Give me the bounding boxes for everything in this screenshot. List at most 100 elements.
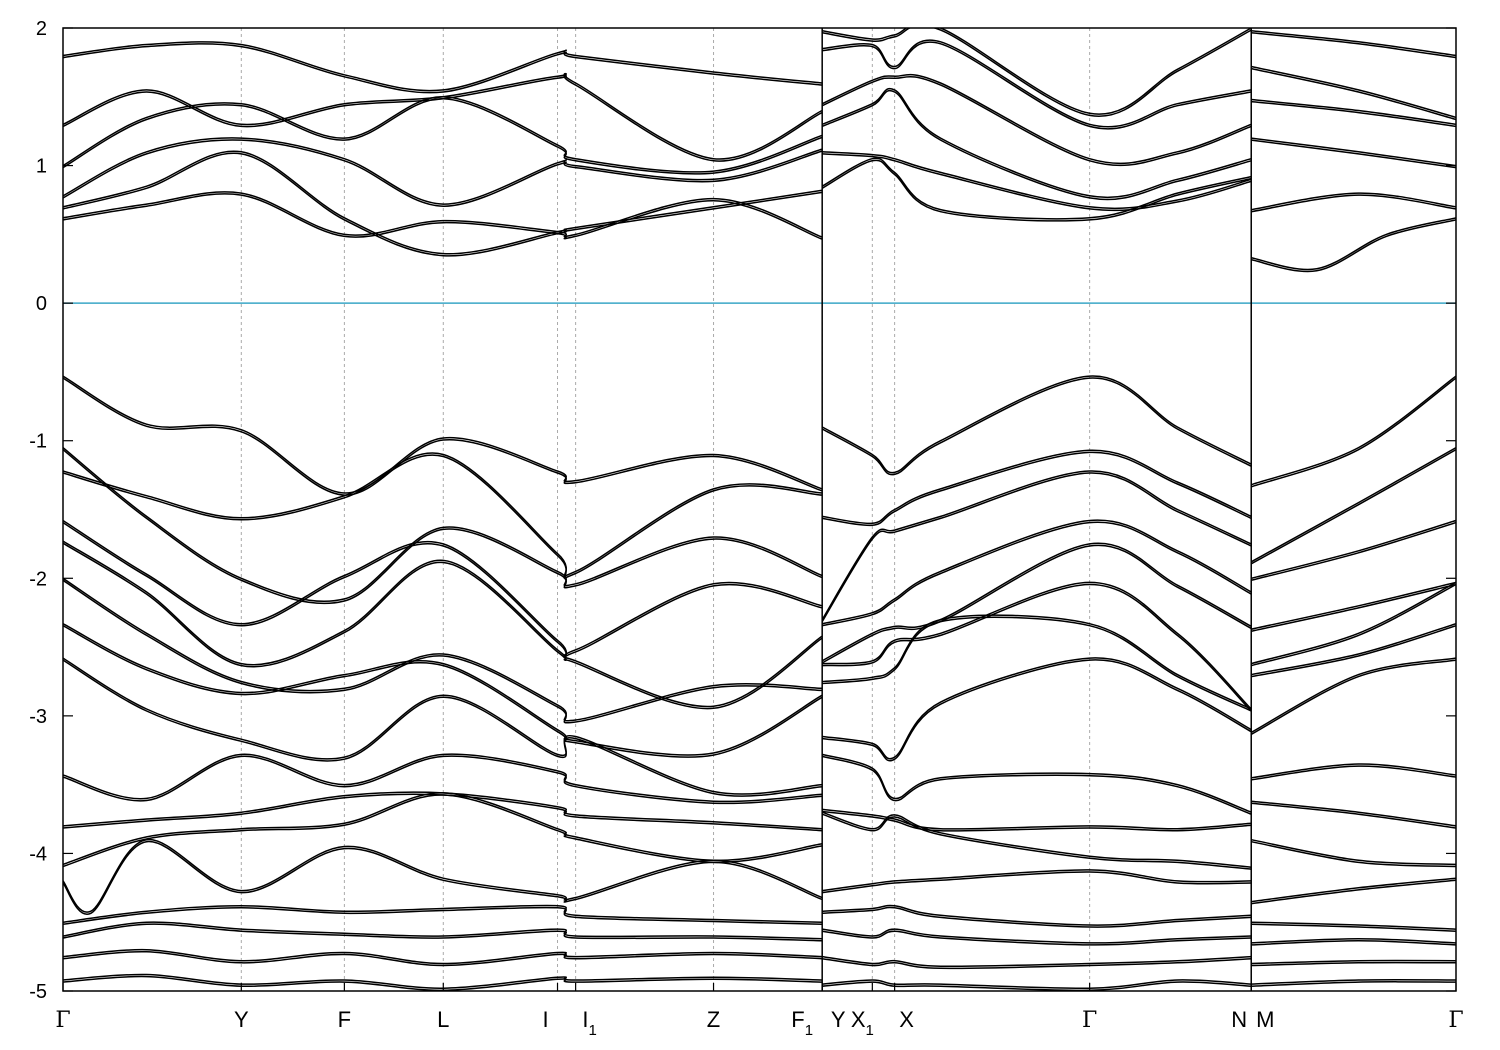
k-point-label: Z: [707, 1007, 720, 1032]
k-point-label: I1: [582, 1007, 596, 1039]
band-line-twin: [1251, 583, 1456, 633]
band-line: [822, 28, 1252, 115]
y-tick-label: -2: [29, 568, 47, 590]
band-line-twin: [822, 957, 1252, 970]
band-line-twin: [821, 544, 1252, 664]
band-line-twin: [63, 139, 823, 207]
band-line: [63, 904, 823, 923]
band-line: [63, 838, 823, 913]
band-line-twin: [63, 454, 823, 579]
band-line: [63, 623, 823, 756]
band-line: [1251, 192, 1456, 211]
plot-border: [62, 27, 1457, 992]
band-line: [821, 811, 1252, 868]
k-point-label: F1: [791, 1007, 813, 1039]
y-tick-label: 0: [36, 293, 47, 315]
band-line-twin: [822, 153, 1252, 212]
band-line: [822, 657, 1252, 760]
band-line: [63, 577, 823, 722]
band-line-twin: [63, 906, 823, 926]
band-line-twin: [63, 840, 823, 915]
band-line: [63, 792, 823, 866]
high-symmetry-gridlines: [240, 28, 1252, 991]
band-line: [821, 87, 1252, 199]
band-line: [63, 150, 823, 255]
band-line: [821, 470, 1252, 620]
band-line-twin: [822, 810, 1252, 832]
band-line-twin: [1251, 521, 1456, 582]
band-line-twin: [1250, 377, 1456, 488]
band-line-twin: [822, 981, 1252, 991]
band-line-twin: [822, 41, 1252, 130]
band-line: [1251, 838, 1456, 866]
band-line-twin: [1251, 802, 1456, 829]
y-tick-label: 2: [36, 18, 47, 40]
band-line: [63, 137, 823, 205]
band-line-twin: [1250, 583, 1456, 667]
band-line: [63, 657, 823, 795]
band-line: [1250, 446, 1456, 563]
band-line-twin: [821, 813, 1252, 870]
band-line-twin: [63, 542, 823, 710]
band-line: [1250, 657, 1456, 734]
band-line: [822, 581, 1252, 710]
y-tick-label: 1: [36, 156, 47, 178]
band-line-twin: [1251, 923, 1456, 932]
k-point-label: F: [338, 1007, 351, 1032]
band-line-twin: [821, 159, 1252, 222]
band-line: [63, 519, 823, 657]
band-line-twin: [63, 793, 823, 832]
band-line: [63, 447, 823, 603]
k-point-label: X: [899, 1007, 914, 1032]
band-line-twin: [821, 377, 1252, 476]
band-line: [63, 191, 823, 238]
band-line-twin: [63, 659, 823, 797]
band-line-twin: [821, 472, 1252, 622]
band-line-twin: [1251, 961, 1456, 967]
band-line-twin: [822, 930, 1252, 946]
y-tick-label: -1: [29, 431, 47, 453]
band-line: [1251, 65, 1456, 119]
band-line: [1250, 375, 1456, 486]
band-line: [1251, 877, 1456, 903]
band-line-twin: [63, 755, 823, 805]
k-point-label: X1: [851, 1007, 874, 1039]
band-line: [822, 614, 1252, 710]
band-line: [822, 39, 1252, 128]
k-point-label: Y: [831, 1007, 846, 1032]
band-line-twin: [63, 521, 823, 659]
band-line-twin: [63, 449, 823, 605]
band-line: [63, 973, 823, 989]
band-line: [63, 948, 823, 965]
band-line: [821, 542, 1252, 662]
band-line-twin: [1251, 194, 1456, 213]
band-line-twin: [63, 152, 823, 257]
band-line-twin: [63, 951, 823, 967]
band-line-twin: [1251, 765, 1456, 781]
band-line: [822, 928, 1252, 944]
k-point-label: Y: [234, 1007, 249, 1032]
band-line: [1251, 519, 1456, 580]
band-line: [1251, 98, 1456, 126]
band-line-twin: [821, 89, 1252, 201]
band-line: [822, 449, 1252, 525]
band-line: [1251, 978, 1456, 985]
band-line: [63, 540, 823, 708]
band-line-twin: [1251, 67, 1456, 121]
band-line-twin: [822, 616, 1252, 712]
k-point-label: Γ: [1082, 1008, 1097, 1033]
y-axis-ticks: 2 1 0 -1 -2 -3 -4 -5: [29, 18, 1456, 1003]
band-line: [63, 921, 823, 940]
band-line: [63, 41, 823, 92]
k-point-label: L: [437, 1007, 449, 1032]
band-line-twin: [1251, 100, 1456, 128]
bands-group: [63, 28, 1456, 991]
band-line: [1251, 217, 1456, 271]
plot-frame: [62, 27, 1457, 992]
band-line: [1251, 937, 1456, 944]
band-line-twin: [822, 871, 1252, 894]
k-point-label: M: [1256, 1007, 1274, 1032]
band-line: [822, 955, 1252, 968]
band-line-twin: [1250, 659, 1456, 736]
